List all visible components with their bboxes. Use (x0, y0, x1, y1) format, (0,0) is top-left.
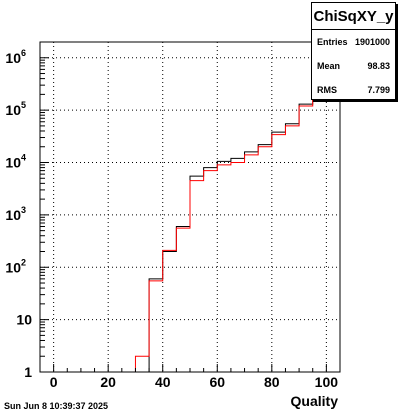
rms-label: RMS (317, 85, 337, 95)
x-tick-label: 100 (315, 374, 339, 390)
x-tick-label: 20 (100, 374, 116, 390)
y-tick-label: 102 (5, 257, 26, 275)
stats-row-mean: Mean 98.83 (312, 54, 395, 78)
y-tick-base: 10 (16, 312, 32, 328)
y-tick-label: 104 (5, 153, 26, 171)
y-tick-label: 1 (24, 364, 32, 380)
y-tick-label: 106 (5, 48, 26, 66)
y-tick-base: 10 (5, 259, 21, 275)
y-tick-label: 105 (5, 100, 26, 118)
x-tick-label: 60 (209, 374, 225, 390)
x-tick-label: 40 (155, 374, 171, 390)
entries-label: Entries (317, 37, 348, 47)
x-axis: 0 20 40 60 80 100 (39, 364, 341, 390)
histogram-series (40, 53, 340, 373)
y-tick-base: 10 (5, 50, 21, 66)
stats-title: ChiSqXY_y (312, 3, 395, 30)
histogram-series-2 (40, 53, 340, 373)
y-tick-base: 10 (5, 102, 21, 118)
y-tick-exponent: 6 (21, 48, 26, 58)
y-tick-label: 10 (16, 312, 32, 328)
stats-row-rms: RMS 7.799 (312, 78, 395, 102)
y-tick-exponent: 5 (21, 100, 26, 110)
y-tick-label: 103 (5, 205, 26, 223)
y-tick-base: 1 (24, 364, 32, 380)
mean-value: 98.83 (367, 61, 390, 71)
y-tick-base: 10 (5, 155, 21, 171)
y-tick-exponent: 3 (21, 205, 26, 215)
rms-value: 7.799 (367, 85, 390, 95)
timestamp: Sun Jun 8 10:39:37 2025 (4, 401, 109, 411)
y-tick-base: 10 (5, 207, 21, 223)
stats-row-entries: Entries 1901000 (312, 30, 395, 54)
stats-box: ChiSqXY_y Entries 1901000 Mean 98.83 RMS… (311, 2, 396, 100)
x-tick-label: 0 (50, 374, 58, 390)
mean-label: Mean (317, 61, 341, 71)
y-tick-exponent: 2 (21, 257, 26, 267)
entries-value: 1901000 (354, 37, 390, 47)
x-tick-label: 80 (264, 374, 280, 390)
x-axis-label: Quality (291, 393, 339, 409)
y-tick-exponent: 4 (21, 153, 26, 163)
